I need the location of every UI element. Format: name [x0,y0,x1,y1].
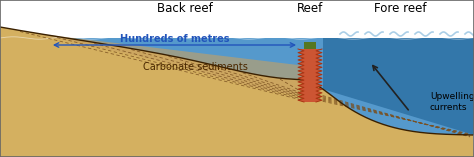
Text: Reef: Reef [297,2,323,15]
Polygon shape [323,38,474,135]
Polygon shape [304,42,316,49]
Text: Carbonate sediments: Carbonate sediments [143,62,247,72]
Polygon shape [0,0,474,38]
Polygon shape [298,49,322,102]
Polygon shape [66,38,474,135]
Text: Fore reef: Fore reef [374,2,426,15]
Polygon shape [0,27,474,157]
Text: Back reef: Back reef [157,2,213,15]
Polygon shape [30,33,302,95]
Text: Hundreds of metres: Hundreds of metres [120,34,230,44]
Text: Upwelling
currents: Upwelling currents [430,92,474,112]
